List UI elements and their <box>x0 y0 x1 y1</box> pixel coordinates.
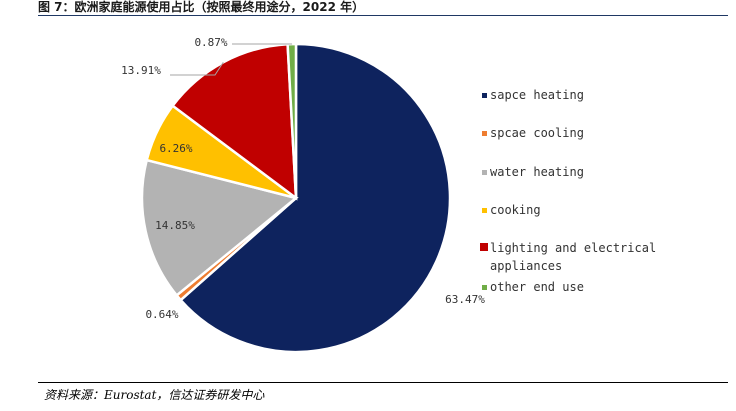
legend-swatch-sapce-heating <box>482 93 487 98</box>
legend-label-lighting-and-electrical-appliances-line2: appliances <box>490 259 562 273</box>
legend-label-cooking: cooking <box>490 203 541 217</box>
legend-swatch-spcae-cooling <box>482 131 487 136</box>
legend-label-sapce-heating: sapce heating <box>490 88 584 102</box>
legend-label-water-heating: water heating <box>490 165 584 179</box>
legend-swatch-water-heating <box>482 170 487 175</box>
legend-label-spcae-cooling: spcae cooling <box>490 126 584 140</box>
source-note: 资料来源：Eurostat，信达证券研发中心 <box>44 388 265 402</box>
data-label-other-end-use: 0.87% <box>194 36 227 49</box>
legend-swatch-other-end-use <box>482 285 487 290</box>
legend-label-other-end-use: other end use <box>490 280 584 294</box>
legend: sapce heating spcae cooling water heating c… <box>480 88 656 294</box>
pie-slice-sapce-heating <box>178 42 452 354</box>
pie-slice-lighting-and-electrical-appliances <box>170 42 298 201</box>
pie-slice-water-heating <box>140 158 299 298</box>
data-label-sapce-heating: 63.47% <box>445 293 485 306</box>
title-rule <box>38 15 728 16</box>
data-label-lighting-and-electrical-appliances: 13.91% <box>121 64 161 77</box>
figure-title: 图 7：欧洲家庭能源使用占比（按照最终用途分，2022 年） <box>38 0 365 14</box>
legend-label-lighting-and-electrical-appliances: lighting and electrical <box>490 241 656 255</box>
data-label-cooking: 6.26% <box>159 142 192 155</box>
data-label-spcae-cooling: 0.64% <box>145 308 178 321</box>
data-label-water-heating: 14.85% <box>155 219 195 232</box>
leader-lines <box>170 43 293 76</box>
data-labels: 63.47% 0.64% 14.85% 6.26% 13.91% 0.87% <box>121 36 485 321</box>
pie-slices <box>140 42 452 354</box>
source-rule <box>38 382 728 383</box>
legend-swatch-lighting-and-electrical-appliances <box>480 243 488 251</box>
legend-swatch-cooking <box>482 208 487 213</box>
leader-line-lighting-and-electrical-appliances <box>170 61 224 76</box>
